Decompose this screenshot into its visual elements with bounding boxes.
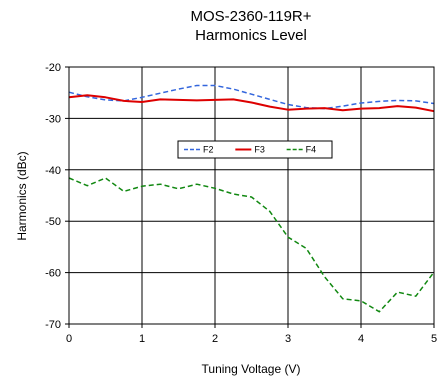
legend-label-f3: F3 bbox=[254, 145, 265, 155]
series-line-f2 bbox=[68, 84, 435, 110]
tick-labels: 0 1 2 3 4 5 -20 -30 -40 -50 -60 -70 bbox=[45, 62, 437, 345]
y-tick-label: -20 bbox=[45, 62, 61, 74]
legend-box bbox=[177, 140, 333, 159]
y-tick-label: -40 bbox=[45, 165, 61, 177]
legend-label-f2: F2 bbox=[203, 145, 214, 155]
y-tick-label: -30 bbox=[45, 113, 61, 125]
x-tick-label: 4 bbox=[358, 333, 364, 345]
x-tick-label: 2 bbox=[212, 333, 218, 345]
x-tick-label: 5 bbox=[431, 333, 437, 345]
series-line-f3 bbox=[68, 94, 435, 113]
x-tick-label: 1 bbox=[139, 333, 145, 345]
legend: F2 F3 F4 bbox=[177, 140, 333, 159]
x-tick-label: 3 bbox=[285, 333, 291, 345]
chart-title: MOS-2360-119R+ bbox=[190, 8, 311, 25]
series-line-f4 bbox=[68, 177, 435, 313]
plot-area bbox=[68, 66, 435, 325]
y-tick-label: -60 bbox=[45, 268, 61, 280]
series-layer bbox=[68, 84, 435, 313]
x-tick-label: 0 bbox=[66, 333, 72, 345]
grid-lines bbox=[69, 67, 434, 324]
y-axis-label: Harmonics (dBc) bbox=[15, 151, 29, 240]
chart-subtitle: Harmonics Level bbox=[195, 27, 307, 44]
x-axis-label: Tuning Voltage (V) bbox=[202, 362, 301, 376]
legend-label-f4: F4 bbox=[306, 145, 317, 155]
y-tick-label: -50 bbox=[45, 216, 61, 228]
y-tick-label: -70 bbox=[45, 319, 61, 331]
